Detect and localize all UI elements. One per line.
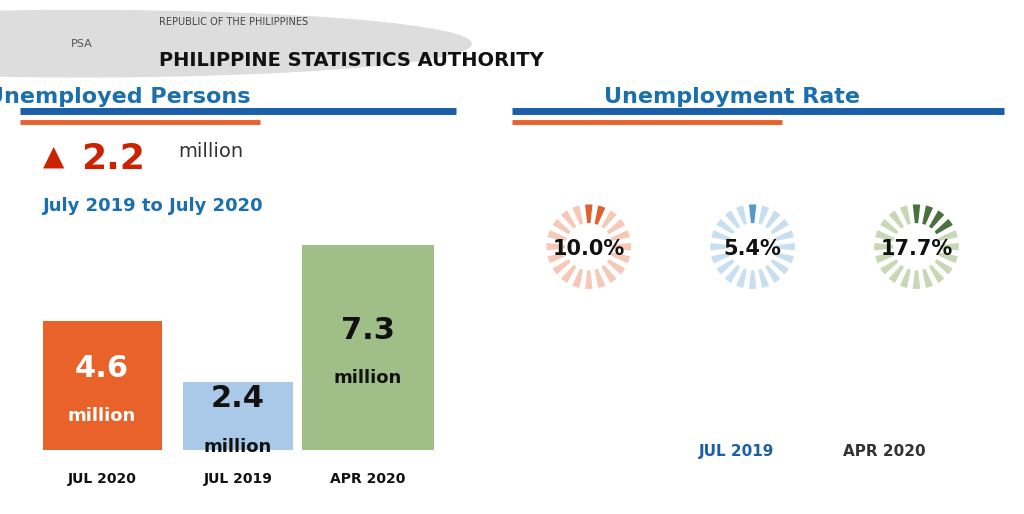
Wedge shape	[879, 258, 900, 276]
Wedge shape	[609, 251, 631, 265]
Wedge shape	[715, 258, 736, 276]
Wedge shape	[551, 217, 572, 235]
Wedge shape	[559, 263, 578, 284]
Wedge shape	[570, 267, 585, 289]
Text: July 2019 to July 2020: July 2019 to July 2020	[43, 197, 263, 215]
Wedge shape	[547, 229, 568, 242]
Text: 5.4%: 5.4%	[724, 239, 781, 259]
Wedge shape	[723, 263, 741, 284]
Wedge shape	[775, 242, 796, 252]
FancyBboxPatch shape	[302, 245, 433, 450]
Text: 4.6: 4.6	[75, 354, 129, 382]
Wedge shape	[874, 251, 896, 265]
FancyBboxPatch shape	[183, 382, 293, 450]
Wedge shape	[757, 204, 771, 226]
Wedge shape	[874, 229, 896, 242]
Text: Unemployed Persons: Unemployed Persons	[0, 87, 250, 107]
Wedge shape	[928, 263, 946, 284]
Wedge shape	[764, 209, 782, 230]
Wedge shape	[584, 204, 594, 224]
Wedge shape	[921, 267, 935, 289]
Text: 2.2: 2.2	[81, 142, 144, 176]
Text: 17.7%: 17.7%	[881, 239, 952, 259]
FancyBboxPatch shape	[43, 321, 162, 450]
Text: million: million	[334, 369, 401, 387]
Circle shape	[0, 10, 471, 77]
Wedge shape	[559, 209, 578, 230]
Wedge shape	[584, 269, 594, 290]
Text: million: million	[178, 142, 244, 161]
Text: APR 2020: APR 2020	[330, 472, 406, 486]
Wedge shape	[593, 267, 607, 289]
Text: JUL 2019: JUL 2019	[204, 472, 272, 486]
Wedge shape	[551, 258, 572, 276]
Wedge shape	[769, 217, 791, 235]
Wedge shape	[723, 209, 741, 230]
Wedge shape	[937, 251, 958, 265]
Text: JUL 2020: JUL 2020	[552, 444, 627, 458]
Wedge shape	[609, 229, 631, 242]
Text: REPUBLIC OF THE PHILIPPINES: REPUBLIC OF THE PHILIPPINES	[159, 17, 308, 27]
Wedge shape	[879, 217, 900, 235]
Wedge shape	[757, 267, 771, 289]
Wedge shape	[928, 209, 946, 230]
Wedge shape	[748, 204, 758, 224]
Wedge shape	[600, 209, 618, 230]
Wedge shape	[773, 251, 795, 265]
Text: ▲: ▲	[43, 142, 63, 170]
Wedge shape	[711, 229, 732, 242]
Text: APR 2020: APR 2020	[843, 444, 926, 458]
Wedge shape	[873, 242, 894, 252]
Text: JUL 2019: JUL 2019	[699, 444, 774, 458]
Wedge shape	[933, 217, 954, 235]
Wedge shape	[546, 242, 566, 252]
Text: 2.4: 2.4	[211, 384, 265, 413]
Wedge shape	[593, 204, 607, 226]
Text: PHILIPPINE STATISTICS AUTHORITY: PHILIPPINE STATISTICS AUTHORITY	[159, 51, 544, 70]
Wedge shape	[887, 263, 905, 284]
Text: million: million	[204, 438, 272, 456]
Wedge shape	[715, 217, 736, 235]
Wedge shape	[933, 258, 954, 276]
Wedge shape	[605, 217, 627, 235]
Wedge shape	[611, 242, 632, 252]
Text: 7.3: 7.3	[341, 316, 394, 345]
Text: 10.0%: 10.0%	[553, 239, 625, 259]
Wedge shape	[711, 251, 732, 265]
Wedge shape	[921, 204, 935, 226]
Wedge shape	[547, 251, 568, 265]
Wedge shape	[748, 269, 758, 290]
Wedge shape	[734, 204, 749, 226]
Wedge shape	[937, 229, 958, 242]
Text: million: million	[68, 407, 136, 425]
Text: PSA: PSA	[71, 39, 93, 49]
Wedge shape	[939, 242, 959, 252]
Wedge shape	[898, 267, 912, 289]
Wedge shape	[710, 242, 730, 252]
Wedge shape	[600, 263, 618, 284]
Wedge shape	[764, 263, 782, 284]
Wedge shape	[898, 204, 912, 226]
Wedge shape	[570, 204, 585, 226]
Wedge shape	[773, 229, 795, 242]
Wedge shape	[605, 258, 627, 276]
Wedge shape	[887, 209, 905, 230]
Text: JUL 2020: JUL 2020	[68, 472, 136, 486]
Wedge shape	[734, 267, 749, 289]
Text: Unemployment Rate: Unemployment Rate	[604, 87, 860, 107]
Wedge shape	[769, 258, 791, 276]
Wedge shape	[911, 204, 922, 224]
Wedge shape	[911, 269, 922, 290]
